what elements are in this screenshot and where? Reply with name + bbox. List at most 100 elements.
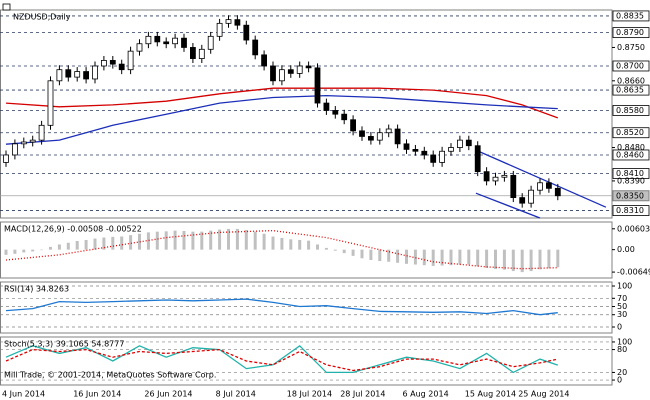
macd-bar bbox=[316, 244, 319, 250]
macd-bar bbox=[538, 249, 542, 270]
macd-bar bbox=[209, 230, 213, 250]
macd-bar bbox=[31, 249, 35, 252]
macd-bar bbox=[218, 229, 222, 250]
candle-body bbox=[483, 171, 490, 182]
x-tick-label: 15 Aug 2014 bbox=[465, 390, 516, 399]
macd-bar bbox=[324, 247, 328, 250]
candle-body bbox=[163, 41, 170, 45]
macd-bar bbox=[173, 230, 177, 250]
candle-body bbox=[225, 19, 232, 24]
panel-frame bbox=[0, 281, 613, 334]
macd-bar bbox=[467, 249, 471, 265]
candle-body bbox=[421, 150, 428, 156]
y-tick-label: 20 bbox=[617, 368, 627, 377]
macd-bar bbox=[298, 239, 302, 250]
macd-bar bbox=[413, 249, 417, 265]
indicator-line bbox=[5, 344, 559, 374]
macd-bar bbox=[378, 249, 382, 262]
candle-body bbox=[412, 149, 419, 152]
y-tick-label: 0.8390 bbox=[617, 176, 645, 185]
candle-body bbox=[439, 150, 446, 163]
level-label-box bbox=[612, 84, 650, 96]
panel-title: Stoch(5,3,3) 39.1065 54.8777 bbox=[4, 340, 124, 349]
macd-bar bbox=[57, 244, 61, 250]
macd-bar bbox=[93, 238, 97, 250]
macd-bar bbox=[449, 249, 453, 266]
indicator-line bbox=[5, 87, 559, 119]
indicator-line bbox=[5, 298, 558, 316]
candle-body bbox=[47, 80, 54, 126]
macd-bar bbox=[360, 249, 364, 259]
macd-bar bbox=[547, 249, 551, 269]
candle-body bbox=[430, 154, 437, 163]
candle-body bbox=[74, 71, 81, 78]
candle-body bbox=[65, 69, 72, 78]
macd-bar bbox=[396, 249, 400, 263]
candle-body bbox=[554, 187, 561, 197]
candle-body bbox=[127, 50, 134, 71]
macd-bar bbox=[520, 249, 524, 273]
macd-bar bbox=[422, 249, 426, 266]
macd-bar bbox=[84, 239, 88, 250]
candle-body bbox=[101, 60, 107, 67]
panel-title: RSI(14) 34.8263 bbox=[4, 285, 69, 294]
macd-bar bbox=[235, 228, 239, 250]
macd-bar bbox=[138, 233, 141, 250]
macd-bar bbox=[351, 249, 355, 256]
candle-body bbox=[118, 63, 125, 71]
candle-body bbox=[270, 65, 276, 82]
macd-bar bbox=[262, 233, 266, 250]
candle-body bbox=[367, 136, 374, 141]
indicator-line bbox=[475, 149, 607, 208]
macd-bar bbox=[494, 249, 497, 270]
candle-body bbox=[261, 54, 268, 67]
macd-bar bbox=[476, 249, 480, 267]
macd-bar bbox=[485, 249, 489, 268]
y-tick-label: 0.8660 bbox=[617, 76, 645, 85]
macd-bar bbox=[227, 228, 230, 250]
candle-body bbox=[359, 130, 365, 137]
macd-bar bbox=[22, 249, 26, 253]
macd-bar bbox=[4, 249, 8, 255]
macd-bar bbox=[502, 249, 506, 270]
panel-title: MACD(12,26,9) -0.00508 -0.00522 bbox=[4, 225, 142, 234]
y-tick-label: 70 bbox=[617, 294, 627, 303]
macd-bar bbox=[120, 236, 124, 250]
macd-bar bbox=[13, 249, 17, 254]
candle-body bbox=[29, 139, 36, 143]
macd-bar bbox=[271, 236, 275, 250]
candle-body bbox=[189, 47, 196, 59]
level-label: 0.8520 bbox=[616, 128, 644, 137]
candle-body bbox=[323, 102, 330, 111]
macd-bar bbox=[280, 237, 284, 250]
macd-bar bbox=[191, 231, 195, 250]
x-tick-label: 6 Aug 2014 bbox=[403, 390, 449, 399]
candle-body bbox=[11, 143, 18, 156]
y-tick-label: 30 bbox=[617, 310, 627, 319]
level-label-box bbox=[612, 105, 650, 116]
x-tick-label: 8 Jul 2014 bbox=[216, 390, 256, 399]
candle-body bbox=[287, 69, 294, 74]
panel-frame bbox=[0, 9, 613, 219]
indicator-line bbox=[5, 94, 558, 145]
y-tick-label: 0.8750 bbox=[617, 43, 645, 52]
x-tick-label: 16 Jun 2014 bbox=[73, 390, 121, 399]
candle-body bbox=[394, 128, 401, 145]
level-label: 0.8700 bbox=[616, 61, 644, 70]
macd-bar bbox=[200, 231, 204, 250]
panel-frame bbox=[0, 221, 613, 279]
macd-bar bbox=[511, 249, 515, 272]
candle-body bbox=[474, 145, 481, 173]
candle-body bbox=[172, 37, 179, 45]
panel-title: NZDUSD,Daily bbox=[13, 13, 71, 22]
last-price-label: 0.8350 bbox=[616, 191, 644, 200]
y-tick-label: -0.00649 bbox=[617, 268, 650, 277]
candle-body bbox=[350, 119, 357, 132]
macd-bar bbox=[333, 249, 337, 251]
candle-body bbox=[92, 65, 98, 80]
macd-bar bbox=[66, 242, 70, 250]
level-label-box bbox=[612, 10, 650, 22]
candle-body bbox=[510, 174, 517, 199]
candle-body bbox=[376, 132, 383, 141]
y-tick-label: 0.00603 bbox=[617, 224, 650, 233]
